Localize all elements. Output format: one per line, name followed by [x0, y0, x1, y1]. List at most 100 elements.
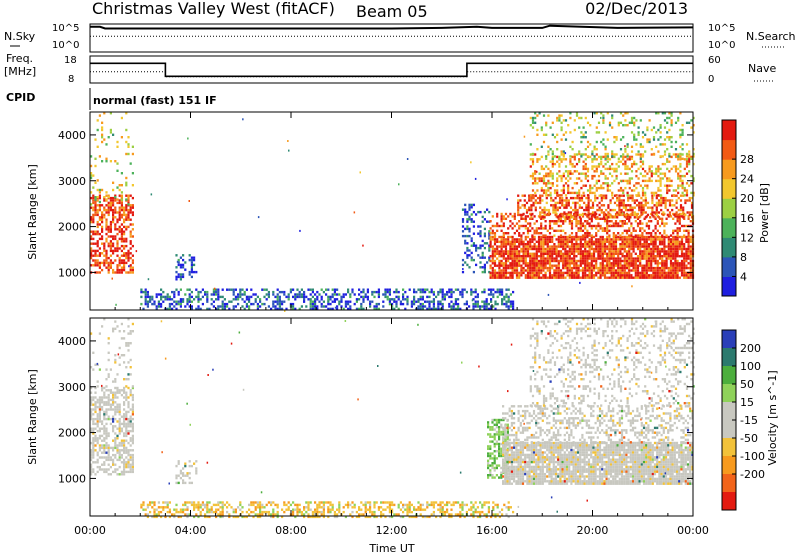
heatmap-cell	[90, 237, 93, 241]
heatmap-cell	[452, 305, 455, 308]
heatmap-cell	[571, 172, 574, 175]
heatmap-cell	[661, 262, 664, 265]
heatmap-cell	[388, 290, 391, 294]
heatmap-cell	[597, 121, 601, 124]
heatmap-cell	[606, 138, 609, 141]
heatmap-cell	[601, 252, 604, 255]
heatmap-cell	[127, 216, 130, 219]
heatmap-cell	[627, 196, 630, 200]
heatmap-cell	[294, 293, 297, 296]
heatmap-cell	[663, 143, 667, 146]
heatmap-cell	[489, 266, 492, 270]
heatmap-cell	[565, 199, 568, 202]
heatmap-cell	[366, 288, 369, 291]
heatmap-cell	[94, 391, 97, 394]
heatmap-cell	[534, 179, 537, 183]
heatmap-cell	[568, 259, 571, 263]
heatmap-cell	[529, 259, 532, 263]
heatmap-cell	[474, 290, 477, 294]
heatmap-cell	[118, 458, 121, 462]
heatmap-cell	[263, 288, 266, 291]
heatmap-cell	[278, 302, 281, 306]
heatmap-cell	[639, 165, 642, 168]
heatmap-cell	[608, 167, 612, 171]
heatmap-cell	[601, 264, 604, 267]
heatmap-cell	[603, 271, 607, 275]
heatmap-cell	[590, 269, 593, 272]
heatmap-cell	[105, 451, 108, 454]
heatmap-cell	[687, 255, 690, 258]
heatmap-cell	[534, 177, 537, 180]
heatmap-cell	[98, 252, 101, 255]
heatmap-cell	[90, 196, 93, 200]
heatmap-cell	[606, 255, 609, 258]
heatmap-cell	[90, 206, 93, 209]
heatmap-cell	[650, 276, 653, 279]
heatmap-cell	[636, 222, 640, 225]
heatmap-cell	[336, 293, 339, 296]
heatmap-cell	[166, 295, 169, 299]
heatmap-cell	[522, 262, 525, 265]
heatmap-cell	[182, 273, 185, 276]
heatmap-cell	[544, 224, 547, 228]
heatmap-cell	[622, 158, 625, 161]
heatmap-cell	[656, 266, 659, 270]
heatmap-cell	[90, 220, 93, 224]
heatmap-cell	[105, 413, 108, 416]
heatmap-cell	[470, 258, 473, 262]
heatmap-cell	[646, 201, 650, 205]
heatmap-cell	[548, 262, 552, 265]
heatmap-cell	[689, 266, 692, 270]
heatmap-cell	[658, 247, 662, 251]
heatmap-cell	[107, 398, 110, 402]
heatmap-cell	[513, 264, 516, 267]
heatmap-cell	[628, 262, 631, 265]
heatmap-cell	[120, 204, 123, 207]
heatmap-cell	[109, 223, 112, 226]
heatmap-cell	[543, 211, 546, 214]
heatmap-cell	[641, 243, 644, 246]
heatmap-cell	[466, 242, 469, 245]
heatmap-cell	[630, 243, 633, 246]
heatmap-cell	[620, 211, 623, 214]
heatmap-cell	[556, 206, 559, 209]
heatmap-cell	[552, 208, 555, 212]
heatmap-cell	[606, 264, 609, 267]
heatmap-cell	[612, 252, 615, 255]
heatmap-cell	[549, 174, 552, 178]
heatmap-cell	[537, 240, 541, 243]
heatmap-cell	[584, 212, 587, 216]
heatmap-cell	[92, 456, 95, 459]
heatmap-cell	[96, 242, 99, 245]
heatmap-cell	[659, 126, 662, 129]
heatmap-cell	[466, 227, 469, 231]
heatmap-cell	[206, 307, 209, 311]
heatmap-cell	[553, 234, 556, 237]
heatmap-cell	[665, 222, 668, 225]
heatmap-cell	[105, 434, 108, 438]
heatmap-cell	[641, 257, 644, 260]
heatmap-cell	[652, 247, 655, 251]
heatmap-cell	[656, 274, 659, 277]
heatmap-cell	[597, 257, 600, 260]
heatmap-cell	[540, 247, 543, 251]
heatmap-cell	[276, 295, 279, 299]
heatmap-cell	[674, 235, 677, 239]
heatmap-cell	[676, 247, 679, 251]
heatmap-cell	[639, 229, 642, 232]
heatmap-cell	[537, 276, 541, 279]
heatmap-cell	[294, 307, 297, 311]
heatmap-cell	[336, 298, 339, 301]
heatmap-cell	[656, 229, 659, 232]
heatmap-cell	[643, 252, 646, 255]
heatmap-cell	[96, 398, 99, 402]
heatmap-cell	[129, 232, 132, 236]
heatmap-cell	[123, 396, 126, 399]
heatmap-cell	[646, 140, 649, 144]
heatmap-cell	[579, 229, 582, 232]
heatmap-cell	[512, 290, 515, 294]
heatmap-cell	[632, 276, 635, 279]
heatmap-cell	[118, 230, 121, 233]
heatmap-cell	[344, 302, 347, 306]
heatmap-cell	[640, 204, 643, 207]
